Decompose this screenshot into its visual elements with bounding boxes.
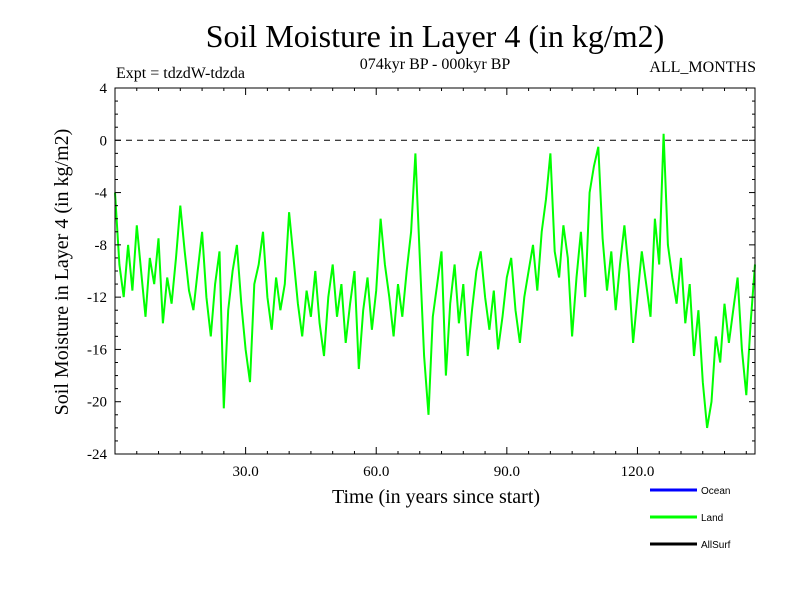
y-axis-title: Soil Moisture in Layer 4 (in kg/m2)	[51, 129, 73, 416]
x-tick-label: 60.0	[363, 464, 389, 480]
y-tick-label: -12	[87, 290, 107, 306]
x-axis-title: Time (in years since start)	[332, 486, 540, 508]
months-label: ALL_MONTHS	[649, 59, 756, 76]
y-tick-label: -4	[95, 186, 108, 202]
series-line-land	[114, 133, 756, 429]
chart-title: Soil Moisture in Layer 4 (in kg/m2)	[206, 18, 665, 54]
legend-label-land: Land	[701, 513, 723, 524]
experiment-label: Expt = tdzdW-tdzda	[116, 65, 245, 82]
plot-frame	[114, 87, 756, 455]
x-axis: 30.0 60.0 90.0 120.0	[136, 88, 747, 480]
legend-label-allsurf: AllSurf	[701, 540, 731, 551]
plot-area	[114, 133, 756, 429]
legend: Ocean Land AllSurf	[650, 486, 731, 551]
period-label: 074kyr BP - 000kyr BP	[360, 56, 511, 73]
y-tick-label: 4	[100, 81, 108, 97]
x-tick-label: 30.0	[232, 464, 258, 480]
x-tick-label: 120.0	[621, 464, 655, 480]
y-tick-label: -16	[87, 342, 107, 358]
legend-label-ocean: Ocean	[701, 486, 730, 497]
x-tick-label: 90.0	[494, 464, 520, 480]
y-tick-label: -20	[87, 395, 107, 411]
y-tick-label: 0	[100, 133, 108, 149]
y-tick-label: -24	[87, 447, 107, 463]
y-axis: 4 0 -4 -8 -12 -16 -20 -24	[87, 81, 755, 463]
y-tick-label: -8	[95, 238, 108, 254]
